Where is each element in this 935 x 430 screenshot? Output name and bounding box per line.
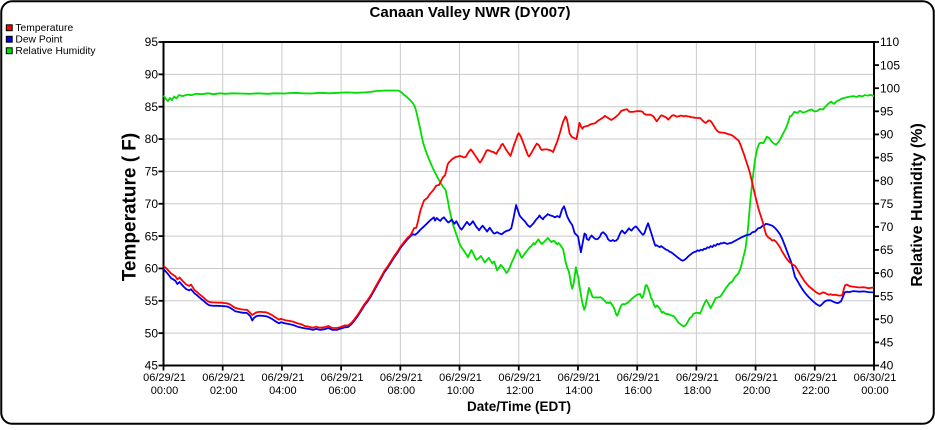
svg-text:06/29/21: 06/29/21 (261, 372, 304, 384)
svg-text:90: 90 (880, 128, 894, 142)
svg-text:04:00: 04:00 (269, 385, 297, 397)
svg-text:08:00: 08:00 (388, 385, 416, 397)
svg-text:Dew Point: Dew Point (15, 34, 62, 45)
svg-text:65: 65 (880, 243, 894, 257)
svg-text:60: 60 (880, 266, 894, 280)
svg-text:06/29/21: 06/29/21 (617, 372, 660, 384)
svg-text:55: 55 (880, 289, 894, 303)
svg-text:Relative Humidity (%): Relative Humidity (%) (909, 123, 926, 287)
svg-text:95: 95 (145, 35, 159, 49)
svg-text:Temperature: Temperature (15, 23, 73, 34)
svg-text:06/29/21: 06/29/21 (498, 372, 541, 384)
svg-text:06/30/21: 06/30/21 (854, 372, 897, 384)
svg-text:90: 90 (145, 68, 159, 82)
svg-text:100: 100 (880, 81, 900, 95)
svg-text:14:00: 14:00 (565, 385, 593, 397)
svg-text:75: 75 (145, 165, 159, 179)
svg-text:80: 80 (145, 132, 159, 146)
svg-text:110: 110 (880, 35, 899, 49)
svg-text:75: 75 (880, 197, 894, 211)
svg-text:70: 70 (880, 220, 894, 234)
svg-text:06:00: 06:00 (328, 385, 356, 397)
svg-text:06/29/21: 06/29/21 (380, 372, 423, 384)
svg-text:Temperature ( F): Temperature ( F) (120, 133, 141, 282)
svg-text:06/29/21: 06/29/21 (676, 372, 719, 384)
svg-text:95: 95 (880, 105, 894, 119)
svg-text:12:00: 12:00 (506, 385, 534, 397)
svg-text:06/29/21: 06/29/21 (735, 372, 778, 384)
svg-text:70: 70 (145, 197, 159, 211)
svg-text:06/29/21: 06/29/21 (143, 372, 186, 384)
svg-text:10:00: 10:00 (447, 385, 475, 397)
svg-text:85: 85 (145, 100, 159, 114)
svg-text:80: 80 (880, 174, 894, 188)
svg-text:16:00: 16:00 (624, 385, 652, 397)
svg-text:45: 45 (145, 359, 159, 373)
svg-text:50: 50 (880, 313, 894, 327)
svg-text:45: 45 (880, 336, 894, 350)
svg-text:06/29/21: 06/29/21 (439, 372, 482, 384)
svg-text:85: 85 (880, 151, 894, 165)
svg-text:65: 65 (145, 229, 159, 243)
svg-text:Relative Humidity: Relative Humidity (15, 46, 96, 57)
svg-text:60: 60 (145, 262, 159, 276)
svg-text:55: 55 (145, 294, 159, 308)
svg-text:50: 50 (145, 326, 159, 340)
svg-text:06/29/21: 06/29/21 (558, 372, 601, 384)
svg-text:06/29/21: 06/29/21 (794, 372, 837, 384)
svg-text:00:00: 00:00 (151, 385, 179, 397)
svg-text:18:00: 18:00 (684, 385, 712, 397)
svg-text:20:00: 20:00 (743, 385, 771, 397)
svg-text:00:00: 00:00 (861, 385, 889, 397)
svg-text:02:00: 02:00 (210, 385, 238, 397)
svg-text:Date/Time (EDT): Date/Time (EDT) (467, 399, 571, 414)
svg-text:22:00: 22:00 (802, 385, 830, 397)
svg-text:06/29/21: 06/29/21 (202, 372, 245, 384)
svg-text:Canaan Valley NWR (DY007): Canaan Valley NWR (DY007) (370, 4, 571, 21)
svg-text:105: 105 (880, 58, 900, 72)
svg-text:40: 40 (880, 359, 894, 373)
svg-text:06/29/21: 06/29/21 (321, 372, 364, 384)
